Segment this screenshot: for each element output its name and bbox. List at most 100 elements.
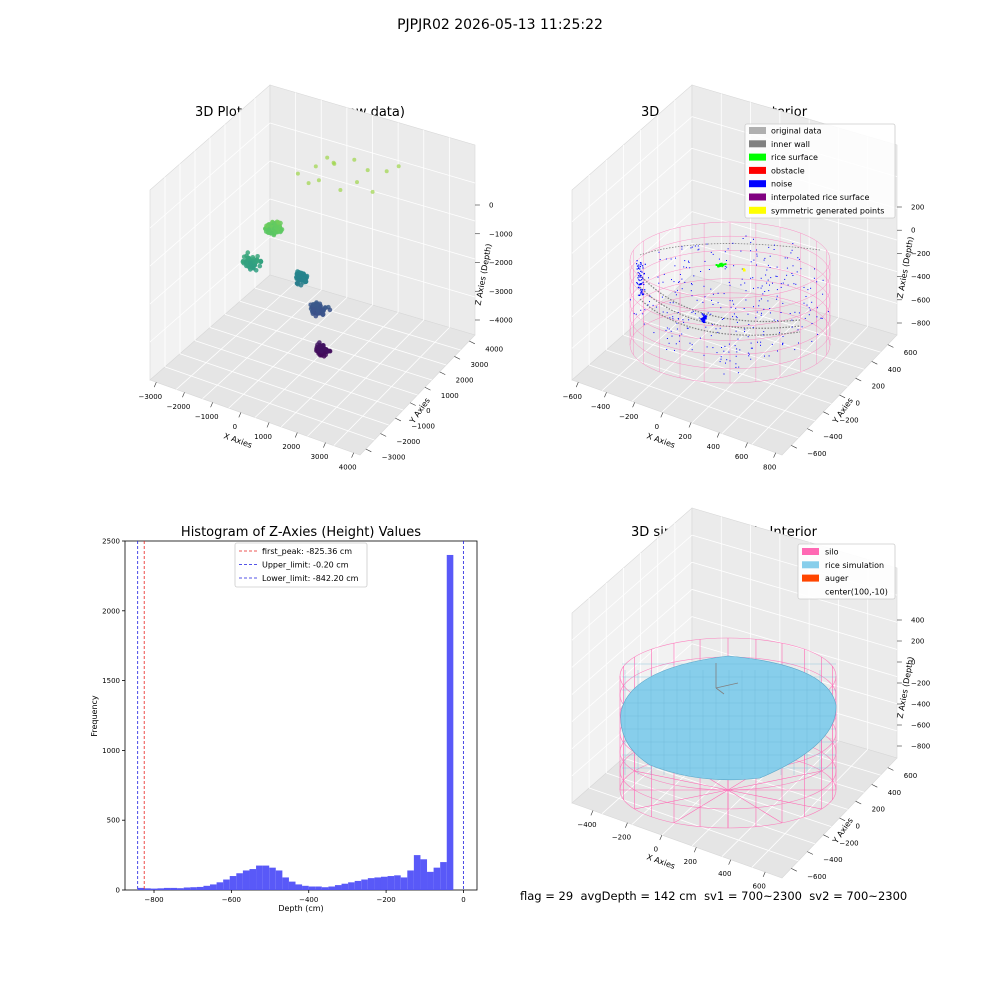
noise-point (708, 269, 710, 270)
x-axis-tick (660, 412, 664, 418)
noise-point (772, 282, 773, 284)
noise-point (735, 330, 737, 332)
noise-point (704, 260, 706, 262)
noise-point (750, 241, 752, 243)
histogram-bar (288, 881, 296, 890)
floor-grid-x (631, 291, 751, 402)
y-axis-ticklabel: −400 (823, 433, 842, 441)
noise-point (728, 281, 730, 283)
noise-point (642, 278, 644, 280)
y-axis-tick (887, 767, 894, 771)
noise-point (807, 289, 809, 291)
noise-point (638, 266, 640, 268)
noise-point (716, 352, 718, 354)
data-point (338, 188, 343, 192)
histogram-bar (170, 887, 178, 890)
noise-point (691, 349, 693, 351)
noise-point (683, 266, 685, 268)
noise-point (637, 286, 639, 288)
histogram-bar (223, 879, 230, 890)
left-grid-z (571, 589, 693, 695)
noise-point (756, 264, 757, 266)
noise-point (640, 292, 642, 294)
histogram-bar (249, 869, 257, 890)
noise-point (669, 317, 671, 319)
noise-point (730, 306, 732, 308)
noise-point (760, 341, 762, 343)
noise-point (629, 299, 631, 301)
noise-point (691, 284, 693, 286)
histogram-bar (427, 871, 434, 890)
noise-point (639, 266, 641, 268)
z-axis-ticklabel: −200 (911, 250, 930, 258)
histogram-bar (328, 886, 335, 890)
pane-floor (149, 274, 476, 456)
noise-point (679, 335, 681, 337)
floor-grid-y (239, 300, 447, 366)
histogram-bar (150, 888, 158, 890)
rice-surface-point (724, 263, 727, 266)
noise-point (811, 323, 813, 324)
noise-point (740, 250, 742, 252)
panel-classify-3d: 3D classify of Silo Interior−600−400−200… (563, 84, 930, 471)
y-axis-ticklabel: 0 (856, 823, 860, 831)
noise-point (636, 263, 638, 265)
histogram-bar (216, 882, 224, 890)
noise-point (726, 260, 727, 261)
noise-point (697, 245, 699, 247)
legend-label: center(100,-10) (825, 587, 888, 596)
y-ticklabel: 500 (107, 817, 120, 825)
noise-point (674, 265, 676, 267)
x-axis-ticklabel: 0 (654, 846, 658, 854)
noise-point (717, 292, 719, 294)
back-grid-z (269, 236, 476, 298)
data-point (352, 157, 357, 162)
noise-point (756, 311, 758, 313)
x-axis-ticklabel: −200 (619, 413, 638, 421)
legend-label: Upper_limit: -0.20 cm (262, 561, 349, 570)
noise-point (676, 328, 678, 330)
noise-point (776, 266, 778, 268)
data-point (313, 164, 318, 169)
noise-point (758, 305, 760, 307)
legend-swatch (802, 574, 819, 582)
data-point (304, 273, 310, 279)
noise-point (780, 312, 782, 313)
noise-point (811, 340, 813, 342)
noise-point (702, 301, 704, 303)
noise-point (782, 336, 784, 337)
noise-point (691, 295, 693, 297)
noise-point (715, 328, 717, 330)
y-axis-ticklabel: 4000 (485, 346, 503, 354)
histogram-bar (440, 862, 447, 890)
data-point (318, 343, 324, 349)
histogram-bar (394, 875, 401, 890)
noise-point (789, 313, 791, 314)
noise-point (733, 313, 735, 315)
x-axis-tick (153, 382, 157, 388)
histogram-bar (190, 887, 197, 890)
rice-surface-point (719, 264, 722, 267)
y-axis-ticklabel: −200 (839, 416, 858, 424)
histogram-bar (236, 873, 243, 890)
noise-point (655, 306, 657, 308)
noise-point (723, 318, 725, 319)
floor-grid-x (691, 308, 810, 424)
y-axis-ticklabel: −400 (823, 856, 842, 864)
noise-point (666, 349, 668, 350)
noise-point (639, 268, 641, 270)
noise-point (827, 311, 829, 313)
noise-point (644, 309, 646, 311)
noise-point (782, 343, 784, 345)
histogram-bar (242, 870, 250, 890)
y-axis-label: Frequency (90, 695, 99, 737)
figure-suptitle: PJPJR02 2026-05-13 11:25:22 (397, 17, 603, 33)
legend-swatch (749, 166, 766, 174)
z-axis-ticklabel: −600 (911, 296, 930, 304)
noise-point (698, 248, 700, 250)
y-axis-ticklabel: 0 (856, 400, 860, 408)
stats-line: flag = 29 avgDepth = 142 cm sv1 = 700~23… (520, 889, 907, 903)
auger-line (715, 682, 739, 689)
z-axis-ticklabel: 0 (911, 659, 915, 667)
y-axis-tick (855, 800, 862, 805)
